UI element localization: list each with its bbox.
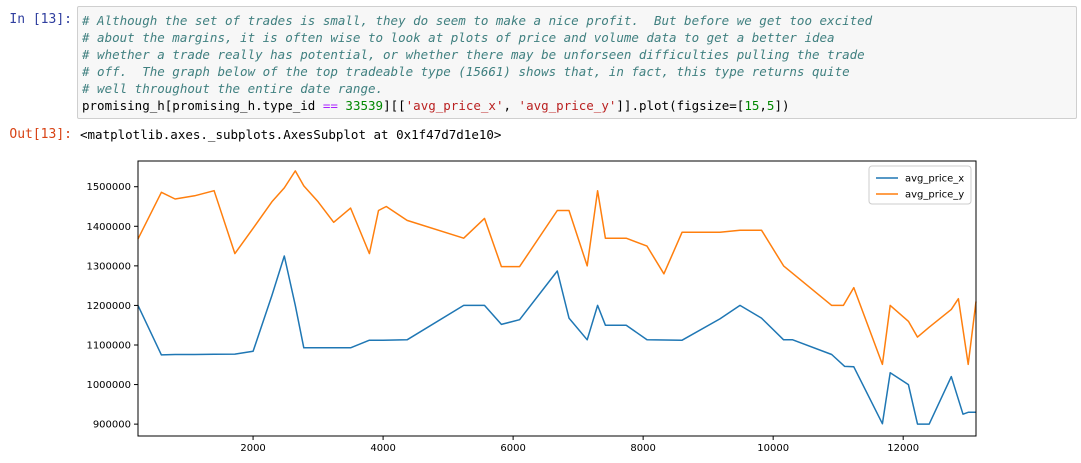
x-tick-label: 8000 <box>630 443 655 454</box>
code-string: 'avg_price_y' <box>518 98 617 113</box>
code-comment-line: # about the margins, it is often wise to… <box>82 30 835 45</box>
input-prompt: In [13]: <box>9 12 72 27</box>
code-operator: == <box>322 98 338 113</box>
code-number: 33539 <box>345 98 384 113</box>
code-string: 'avg_price_x' <box>405 98 504 113</box>
series-line-avg-price-x <box>137 255 976 425</box>
code-comment-line: # well throughout the entire date range. <box>82 81 384 96</box>
x-tick-label: 4000 <box>370 443 395 454</box>
code-number: 15 <box>744 98 760 113</box>
y-tick-label: 1200000 <box>86 301 131 312</box>
y-tick-label: 1100000 <box>86 340 131 351</box>
code-number: 5 <box>766 98 775 113</box>
code-token: ]) <box>774 98 790 113</box>
code-token: ][[ <box>383 98 406 113</box>
code-token: , <box>759 98 767 113</box>
code-token: promising_h[promising_h.type_id <box>82 98 323 113</box>
y-tick-label: 1300000 <box>86 261 131 272</box>
y-tick-label: 900000 <box>93 420 131 431</box>
y-tick-label: 1000000 <box>86 380 131 391</box>
code-token: ]].plot(figsize=[ <box>616 98 745 113</box>
legend-label: avg_price_y <box>905 190 964 201</box>
plot-frame <box>137 160 977 437</box>
code-comment-line: # off. The graph below of the top tradea… <box>82 64 850 79</box>
y-tick-label: 1500000 <box>86 182 131 193</box>
code-comment-line: # whether a trade really has potential, … <box>82 47 865 62</box>
series-line-avg-price-y <box>137 170 977 366</box>
x-tick-label: 12000 <box>887 443 919 454</box>
plot-area <box>138 161 976 436</box>
output-prompt: Out[13]: <box>9 127 72 142</box>
code-token: , <box>503 98 519 113</box>
code-cell-input[interactable]: # Although the set of trades is small, t… <box>77 6 1077 119</box>
x-tick-label: 10000 <box>757 443 789 454</box>
code-statement-line: promising_h[promising_h.type_id == 33539… <box>82 97 1076 114</box>
code-comment-line: # Although the set of trades is small, t… <box>82 13 873 28</box>
x-tick-label: 2000 <box>240 443 265 454</box>
legend-label: avg_price_x <box>905 174 964 185</box>
output-repr-text: <matplotlib.axes._subplots.AxesSubplot a… <box>80 127 502 142</box>
y-tick-label: 1400000 <box>86 222 131 233</box>
x-tick-label: 6000 <box>500 443 525 454</box>
